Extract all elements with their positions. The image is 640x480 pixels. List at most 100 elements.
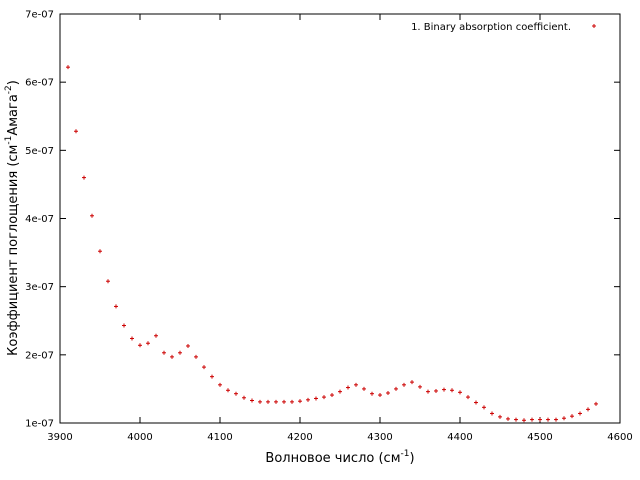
axis-ticks	[59, 13, 621, 424]
data-point	[370, 391, 374, 396]
data-point	[234, 391, 238, 396]
data-point	[138, 343, 142, 348]
x-tick-label: 4300	[367, 432, 392, 443]
x-axis-title-main: Волновое число (см	[265, 451, 400, 466]
data-point	[378, 393, 382, 398]
data-point	[90, 213, 94, 218]
data-point	[354, 382, 358, 387]
plot-frame	[59, 13, 621, 424]
data-point	[218, 382, 222, 387]
legend-label: 1. Binary absorption coefficient.	[411, 22, 571, 33]
data-point	[394, 386, 398, 391]
x-tick-label: 4600	[607, 432, 632, 443]
data-point	[322, 395, 326, 400]
data-point	[562, 416, 566, 421]
data-point	[426, 389, 430, 394]
data-point	[442, 387, 446, 392]
y-tick-label: 1e-07	[25, 419, 54, 430]
legend: 1. Binary absorption coefficient.	[411, 22, 596, 33]
data-point	[586, 407, 590, 412]
y-tick-label: 6e-07	[25, 78, 54, 89]
x-tick-label: 4400	[447, 432, 472, 443]
data-point	[274, 399, 278, 404]
data-point	[482, 405, 486, 410]
data-point	[330, 393, 334, 398]
legend-marker	[592, 24, 596, 28]
data-point	[74, 129, 78, 134]
tick-labels: 3900 4000 4100 4200 4300 4400 4500 4600 1e-07 2e-…	[25, 10, 633, 444]
data-point	[362, 386, 366, 391]
data-point	[250, 398, 254, 403]
data-point	[170, 354, 174, 359]
data-point	[258, 399, 262, 404]
data-point	[154, 333, 158, 338]
data-point	[594, 401, 598, 406]
data-point	[450, 388, 454, 393]
data-point	[506, 416, 510, 421]
data-point	[418, 384, 422, 389]
data-point	[554, 417, 558, 422]
data-point	[434, 388, 438, 393]
data-point	[498, 414, 502, 419]
data-point	[346, 385, 350, 390]
data-point	[410, 380, 414, 385]
data-point	[194, 354, 198, 359]
data-point	[66, 65, 70, 70]
x-tick-label: 4500	[527, 432, 552, 443]
x-tick-label: 4000	[127, 432, 152, 443]
y-axis-title-sup2: -2	[4, 85, 14, 94]
y-axis-title-tail: )	[6, 80, 21, 85]
x-axis-title: Волновое число (см-1)	[265, 449, 414, 466]
y-axis-title-main: Коэффициент поглощения (см	[6, 145, 21, 356]
data-point	[338, 389, 342, 394]
x-tick-label: 4200	[287, 432, 312, 443]
data-point	[242, 395, 246, 400]
data-point	[490, 411, 494, 416]
data-point	[130, 336, 134, 341]
x-axis-title-sup: -1	[401, 449, 410, 459]
data-point	[314, 396, 318, 401]
data-point	[298, 399, 302, 404]
data-point	[290, 399, 294, 404]
data-point	[386, 391, 390, 396]
x-axis-title-tail: )	[409, 451, 414, 466]
y-tick-label: 4e-07	[25, 214, 54, 225]
data-point	[122, 323, 126, 328]
data-point	[282, 399, 286, 404]
y-axis-title: Коэффициент поглощения (см-1Амага-2)	[4, 80, 21, 356]
data-point	[202, 365, 206, 370]
data-point	[402, 382, 406, 387]
data-point	[178, 350, 182, 355]
data-point	[522, 418, 526, 423]
data-point	[306, 397, 310, 402]
data-point	[578, 411, 582, 416]
data-point	[146, 341, 150, 346]
data-point	[546, 417, 550, 422]
data-point	[114, 304, 118, 309]
data-point	[458, 390, 462, 395]
data-point	[82, 175, 86, 180]
data-point	[162, 350, 166, 355]
y-axis-title-mid: Амага	[6, 94, 21, 135]
data-point	[466, 395, 470, 400]
data-point	[226, 388, 230, 393]
y-tick-label: 7e-07	[25, 10, 54, 21]
data-point	[514, 417, 518, 422]
data-point	[210, 374, 214, 379]
data-point	[538, 417, 542, 422]
data-point	[266, 399, 270, 404]
data-point	[106, 279, 110, 284]
y-tick-label: 5e-07	[25, 146, 54, 157]
data-point	[98, 249, 102, 254]
x-tick-label: 3900	[47, 432, 72, 443]
legend-marker-plus	[592, 24, 596, 28]
data-point	[186, 343, 190, 348]
data-points	[66, 65, 598, 423]
y-tick-label: 2e-07	[25, 350, 54, 361]
y-axis-title-sup1: -1	[4, 136, 14, 145]
data-point	[530, 417, 534, 422]
x-tick-label: 4100	[207, 432, 232, 443]
data-point	[570, 414, 574, 419]
y-tick-label: 3e-07	[25, 282, 54, 293]
